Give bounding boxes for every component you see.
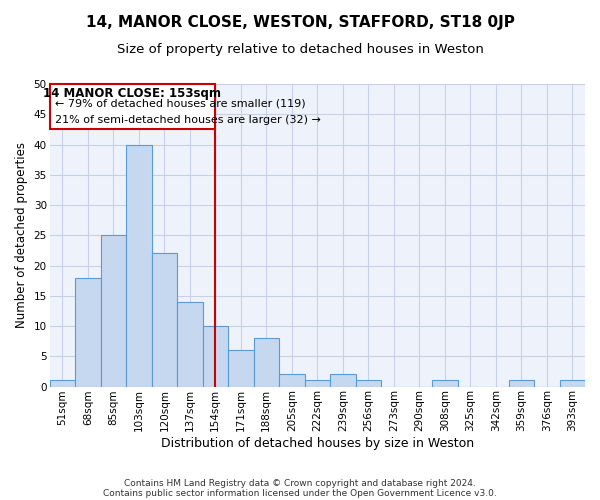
Text: Contains HM Land Registry data © Crown copyright and database right 2024.: Contains HM Land Registry data © Crown c… [124,478,476,488]
Text: Size of property relative to detached houses in Weston: Size of property relative to detached ho… [116,42,484,56]
Bar [203,326,228,386]
Bar [177,302,203,386]
Bar [152,254,177,386]
FancyBboxPatch shape [50,84,215,130]
Bar [432,380,458,386]
Bar [356,380,381,386]
Y-axis label: Number of detached properties: Number of detached properties [15,142,28,328]
Text: 21% of semi-detached houses are larger (32) →: 21% of semi-detached houses are larger (… [55,115,321,125]
Bar [126,144,152,386]
Bar [75,278,101,386]
Text: ← 79% of detached houses are smaller (119): ← 79% of detached houses are smaller (11… [55,98,305,108]
Bar [50,380,75,386]
Text: Contains public sector information licensed under the Open Government Licence v3: Contains public sector information licen… [103,488,497,498]
Bar [279,374,305,386]
Bar [101,236,126,386]
Bar [228,350,254,387]
Text: 14 MANOR CLOSE: 153sqm: 14 MANOR CLOSE: 153sqm [43,87,221,100]
Text: 14, MANOR CLOSE, WESTON, STAFFORD, ST18 0JP: 14, MANOR CLOSE, WESTON, STAFFORD, ST18 … [86,15,514,30]
X-axis label: Distribution of detached houses by size in Weston: Distribution of detached houses by size … [161,437,474,450]
Bar [330,374,356,386]
Bar [560,380,585,386]
Bar [305,380,330,386]
Bar [509,380,534,386]
Bar [254,338,279,386]
